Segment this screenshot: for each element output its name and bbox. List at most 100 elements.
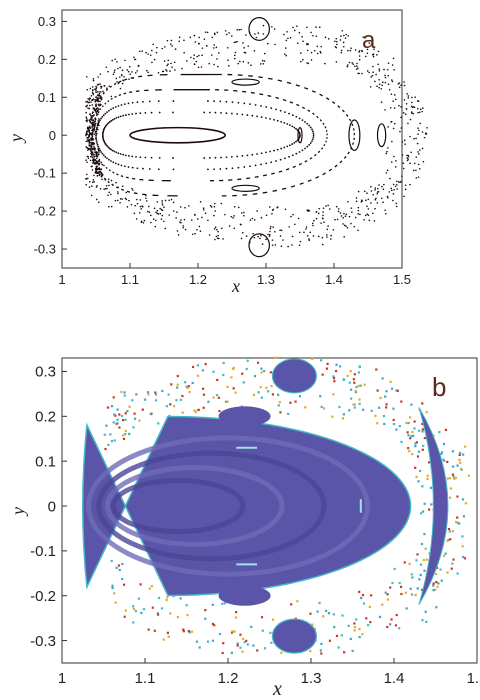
chaotic-point <box>421 131 424 133</box>
chaotic-point <box>162 70 165 73</box>
orbit-point <box>265 106 268 108</box>
chaotic-point <box>189 36 192 39</box>
orbit-point <box>120 104 123 106</box>
chaotic-speck <box>347 624 350 627</box>
chaotic-point <box>315 35 318 37</box>
chaotic-speck <box>245 367 248 371</box>
chaotic-point <box>343 34 345 37</box>
chaotic-speck <box>358 627 361 631</box>
chaotic-point <box>345 225 347 227</box>
chaotic-point <box>170 62 172 65</box>
cusp-point <box>100 98 103 101</box>
chaotic-point <box>355 68 358 71</box>
chaotic-point <box>89 159 92 162</box>
chaotic-point <box>348 215 351 218</box>
chaotic-point <box>339 39 342 41</box>
orbit-point <box>308 143 311 146</box>
chaotic-point <box>108 191 111 194</box>
orbit-dash <box>102 164 105 167</box>
axes-a: 1 1.1 1.2 1.3 1.4 1.50.30.20.10-0.1-0.2-0.3 <box>34 14 411 287</box>
chaotic-point <box>93 121 95 124</box>
chaotic-point <box>161 214 164 217</box>
chaotic-point <box>106 187 108 190</box>
orbit-point <box>113 117 116 120</box>
orbit-point <box>225 100 228 103</box>
chaotic-point <box>298 31 301 34</box>
chaotic-speck <box>183 381 187 384</box>
orbit-point <box>207 100 209 102</box>
cusp-point <box>86 130 88 133</box>
orbit-dash <box>304 160 308 163</box>
chaotic-point <box>312 224 314 227</box>
chaotic-point <box>240 28 242 31</box>
cusp-point <box>96 113 99 116</box>
chaotic-speck <box>103 433 106 436</box>
orbit-point <box>279 109 282 112</box>
chaotic-point <box>283 33 285 36</box>
chaotic-speck <box>354 389 357 393</box>
chaotic-speck <box>450 567 453 570</box>
cusp-point <box>88 131 91 133</box>
orbit-point <box>254 104 257 106</box>
chaotic-point <box>387 196 389 199</box>
orbit-point <box>150 156 153 159</box>
chaotic-speck <box>342 413 345 416</box>
chaotic-point <box>208 234 211 236</box>
chaotic-point <box>88 104 91 107</box>
cusp-point <box>93 148 96 151</box>
chaotic-point <box>358 55 361 57</box>
cusp-point <box>96 174 99 177</box>
chaotic-speck <box>458 453 461 457</box>
chaotic-speck <box>449 487 453 490</box>
chaotic-speck <box>218 409 221 413</box>
chaotic-point <box>407 158 409 160</box>
chaotic-point <box>115 77 118 80</box>
orbit-dash <box>295 84 300 87</box>
chaotic-speck <box>453 477 456 480</box>
chaotic-speck <box>185 604 188 607</box>
chaotic-point <box>193 34 196 37</box>
chaotic-speck <box>436 585 439 588</box>
chaotic-speck <box>382 414 386 418</box>
chaotic-point <box>194 232 196 235</box>
chaotic-speck <box>234 391 237 394</box>
orbit-point <box>172 111 174 114</box>
chaotic-speck <box>193 409 196 412</box>
orbit-point <box>95 134 97 137</box>
orbit-point <box>288 155 290 158</box>
chaotic-speck <box>319 395 322 398</box>
chaotic-point <box>136 202 139 205</box>
chaotic-point <box>285 47 287 49</box>
chaotic-speck <box>173 405 176 408</box>
y-tick-label: 0 <box>49 128 56 143</box>
orbit-point <box>295 140 297 143</box>
chaotic-point <box>169 70 171 72</box>
chaotic-point <box>94 120 97 123</box>
chaotic-speck <box>239 633 242 636</box>
chaotic-point <box>374 189 376 191</box>
chaotic-speck <box>442 458 445 461</box>
chaotic-point <box>356 65 358 67</box>
chaotic-point <box>216 228 218 231</box>
chaotic-point <box>210 206 213 208</box>
cusp-point <box>98 173 101 176</box>
chaotic-speck <box>435 572 438 576</box>
chaotic-point <box>287 245 289 248</box>
orbit-point <box>270 107 273 110</box>
chaotic-point <box>372 55 375 58</box>
chaotic-point <box>387 147 389 149</box>
chaotic-point <box>85 111 87 114</box>
chaotic-point <box>215 235 218 238</box>
cusp-point <box>95 165 98 168</box>
chaotic-speck <box>375 368 378 371</box>
chaotic-point <box>133 56 135 59</box>
chaotic-speck <box>421 430 424 433</box>
chaotic-point <box>86 120 88 123</box>
chaotic-speck <box>410 593 414 596</box>
chaotic-speck <box>340 634 343 637</box>
orbit-dash <box>100 161 103 164</box>
chaotic-point <box>222 238 224 240</box>
chaotic-speck <box>422 444 425 448</box>
chaotic-speck <box>421 422 424 426</box>
cusp-point <box>93 128 96 130</box>
